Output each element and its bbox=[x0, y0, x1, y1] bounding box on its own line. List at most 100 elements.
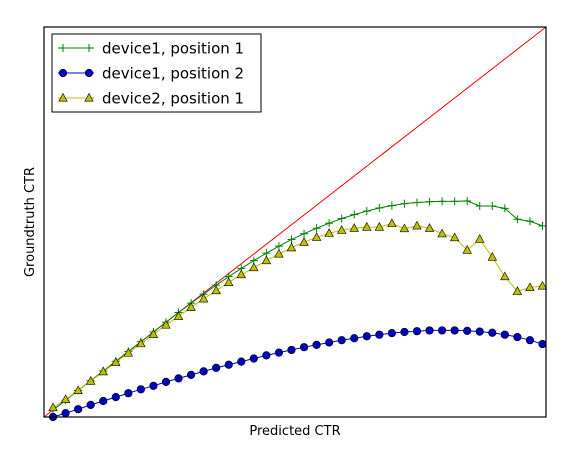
series-3-point bbox=[123, 347, 134, 357]
series-3-point bbox=[98, 366, 108, 376]
series-2-point bbox=[337, 336, 346, 345]
series-1-point bbox=[362, 207, 371, 216]
series-2-point bbox=[212, 363, 221, 372]
series-3-point bbox=[512, 286, 523, 295]
series-2-point bbox=[224, 360, 233, 369]
series-2-point bbox=[86, 400, 95, 410]
series-1-point bbox=[350, 210, 359, 219]
series-2-point bbox=[463, 326, 472, 335]
plot-frame bbox=[43, 26, 547, 418]
series-2-point bbox=[149, 381, 158, 390]
series-2-point bbox=[450, 326, 459, 335]
legend: device1, position 1 device1, position 2 de… bbox=[51, 33, 262, 113]
series-2-point bbox=[249, 354, 258, 363]
series-2-point bbox=[425, 326, 434, 335]
series-2-point bbox=[274, 348, 284, 357]
series-line-2 bbox=[52, 329, 543, 418]
series-3-point bbox=[374, 221, 385, 231]
series-3-point bbox=[111, 357, 121, 366]
series-3-point bbox=[173, 311, 184, 320]
series-1-point bbox=[412, 198, 421, 207]
series-2-point bbox=[61, 409, 70, 418]
series-2-point bbox=[475, 327, 484, 336]
series-2-point bbox=[350, 334, 359, 343]
series-line-1 bbox=[52, 200, 543, 411]
series-3-point bbox=[249, 262, 259, 272]
series-3-point bbox=[186, 302, 196, 311]
series-2-point bbox=[312, 340, 321, 349]
legend-marker-3-a bbox=[58, 92, 68, 102]
series-2-point bbox=[538, 339, 547, 349]
series-1-point bbox=[387, 201, 396, 210]
series-3-point bbox=[148, 329, 159, 338]
series-2-point bbox=[488, 328, 497, 337]
series-2-point bbox=[99, 396, 108, 406]
series-3-point bbox=[48, 402, 58, 412]
series-3-point bbox=[274, 248, 284, 258]
legend-marker-1-b bbox=[85, 44, 93, 52]
series-2-point bbox=[325, 338, 334, 347]
series-3-point bbox=[349, 223, 359, 232]
legend-marker-1-a bbox=[59, 44, 67, 52]
series-2-point bbox=[437, 326, 447, 335]
series-2-point bbox=[262, 351, 271, 360]
series-3-point bbox=[336, 225, 347, 234]
series-1-point bbox=[500, 204, 509, 213]
series-1-point bbox=[425, 197, 434, 206]
series-2-point bbox=[387, 329, 396, 338]
series-1-point bbox=[450, 197, 459, 206]
legend-marker-3-b bbox=[84, 92, 94, 102]
series-1-point bbox=[513, 215, 522, 224]
series-3-point bbox=[311, 232, 322, 241]
plot-layer bbox=[43, 26, 548, 422]
legend-marker-2-a bbox=[58, 68, 68, 78]
series-1-point bbox=[375, 203, 384, 212]
series-2-point bbox=[74, 405, 83, 414]
series-1-point bbox=[463, 196, 472, 205]
series-3-point bbox=[475, 234, 485, 243]
series-3-point bbox=[424, 223, 435, 232]
series-3-point bbox=[437, 228, 447, 238]
series-2-point bbox=[500, 330, 509, 339]
legend-label-2: device1, position 2 bbox=[102, 65, 244, 83]
series-3-point bbox=[198, 293, 209, 303]
series-2-point bbox=[375, 330, 384, 339]
series-3-point bbox=[462, 244, 472, 254]
series-2-point bbox=[186, 370, 196, 379]
series-2-point bbox=[124, 389, 133, 398]
series-3-point bbox=[525, 282, 535, 292]
legend-label-1: device1, position 1 bbox=[102, 40, 244, 58]
series-3-point bbox=[412, 220, 422, 230]
series-3-point bbox=[286, 242, 297, 252]
series-3-point bbox=[73, 385, 83, 394]
series-1-point bbox=[325, 219, 334, 228]
series-3-point bbox=[85, 375, 96, 385]
series-2-point bbox=[299, 343, 309, 352]
series-2-point bbox=[174, 374, 183, 383]
series-2-point bbox=[412, 327, 422, 336]
series-3-point bbox=[537, 280, 548, 290]
series-2-point bbox=[199, 367, 208, 376]
series-3-point bbox=[362, 221, 372, 231]
series-3-point bbox=[324, 228, 334, 237]
series-2-point bbox=[513, 332, 522, 342]
series-3-point bbox=[136, 338, 146, 348]
series-1-point bbox=[400, 199, 409, 208]
series-3-point bbox=[500, 271, 510, 281]
legend-marker-2-b bbox=[84, 68, 94, 78]
x-axis-label: Predicted CTR bbox=[249, 424, 340, 439]
series-1-point bbox=[287, 235, 296, 244]
series-1-point bbox=[312, 224, 321, 233]
series-3-point bbox=[261, 255, 272, 265]
series-2-point bbox=[161, 377, 171, 387]
series-3-point bbox=[487, 251, 497, 261]
series-2-point bbox=[362, 332, 371, 341]
y-axis-label: Groundtruth CTR bbox=[23, 167, 38, 277]
series-3-point bbox=[224, 277, 234, 286]
series-3-point bbox=[449, 232, 460, 242]
legend-label-3: device2, position 1 bbox=[102, 90, 244, 108]
series-1-point bbox=[525, 217, 534, 226]
series-2-point bbox=[400, 327, 409, 337]
series-1-point bbox=[538, 221, 547, 230]
